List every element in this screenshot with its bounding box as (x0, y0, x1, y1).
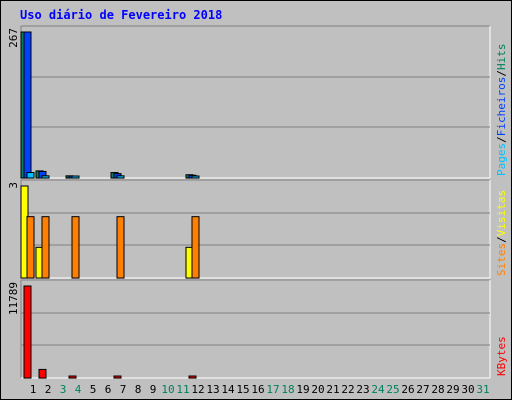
legend-entry: Pages (495, 143, 508, 176)
x-tick-label: 13 (206, 383, 219, 396)
bar (41, 216, 50, 279)
x-tick-label: 7 (120, 383, 127, 396)
chart-title: Uso diário de Fevereiro 2018 (20, 8, 222, 22)
legend-entry: Visitas (495, 190, 508, 236)
x-tick-label: 15 (236, 383, 249, 396)
panel-kbytes: 11789 KBytes (7, 279, 508, 379)
x-axis-labels: 1 2 3 4 5 6 7 8 9 10 11 12 13 14 15 16 17 18 19 20 21 22 23 24 2… (30, 383, 490, 396)
x-tick-label: 3 (60, 383, 67, 396)
x-tick-label: 11 (176, 383, 189, 396)
x-tick-label: 21 (326, 383, 339, 396)
legend-entry: Ficheiros (495, 77, 508, 137)
bar (71, 175, 80, 179)
bar (23, 31, 32, 179)
x-tick-label: 12 (191, 383, 204, 396)
bar (113, 375, 122, 379)
x-tick-label: 9 (150, 383, 157, 396)
x-tick-label: 26 (401, 383, 414, 396)
bar (116, 175, 125, 179)
x-tick-label: 24 (371, 383, 385, 396)
x-tick-label: 5 (90, 383, 97, 396)
x-tick-label: 31 (476, 383, 489, 396)
x-tick-label: 23 (356, 383, 369, 396)
x-tick-label: 28 (431, 383, 444, 396)
series-sites (26, 216, 200, 279)
bar (71, 216, 80, 279)
x-tick-label: 18 (281, 383, 294, 396)
series-pages (26, 172, 200, 179)
bar (41, 175, 50, 179)
bar (23, 285, 32, 379)
x-tick-label: 2 (45, 383, 52, 396)
x-tick-label: 20 (311, 383, 324, 396)
bar (38, 368, 47, 379)
x-tick-label: 6 (105, 383, 112, 396)
chart-panels: 267Pages/Ficheiros/Hits3Sites/Visitas117… (7, 25, 508, 379)
legend-entry: KBytes (495, 336, 508, 376)
plot-area (21, 280, 490, 378)
x-tick-label: 29 (446, 383, 459, 396)
legend-entry: / (495, 136, 508, 143)
bar (191, 216, 200, 279)
bar (26, 172, 35, 179)
legend-entry: / (495, 70, 508, 77)
plot-area (21, 180, 490, 278)
panel-visits-sites: 3 Sites/Visitas (7, 179, 508, 279)
bar (26, 216, 35, 279)
y-max-label: 11789 (7, 282, 20, 315)
bar (68, 375, 77, 379)
plot-area (21, 26, 490, 178)
x-tick-label: 14 (221, 383, 235, 396)
x-tick-label: 25 (386, 383, 399, 396)
x-tick-label: 27 (416, 383, 429, 396)
legend: KBytes (495, 336, 508, 376)
bar (116, 216, 125, 279)
y-max-label: 3 (7, 182, 20, 189)
legend-entry: Hits (495, 44, 508, 71)
bar (191, 175, 200, 179)
legend: Pages/Ficheiros/Hits (495, 44, 508, 176)
x-tick-label: 1 (30, 383, 37, 396)
bar (188, 375, 197, 379)
x-tick-label: 8 (135, 383, 142, 396)
x-tick-label: 4 (75, 383, 82, 396)
x-tick-label: 19 (296, 383, 309, 396)
legend-entry: Sites (495, 243, 508, 276)
x-tick-label: 30 (461, 383, 474, 396)
x-tick-label: 10 (161, 383, 174, 396)
legend: Sites/Visitas (495, 190, 508, 276)
y-max-label: 267 (7, 28, 20, 48)
x-tick-label: 16 (251, 383, 264, 396)
legend-entry: / (495, 236, 508, 243)
x-tick-label: 17 (266, 383, 279, 396)
x-tick-label: 22 (341, 383, 354, 396)
series-kbytes (23, 285, 197, 379)
